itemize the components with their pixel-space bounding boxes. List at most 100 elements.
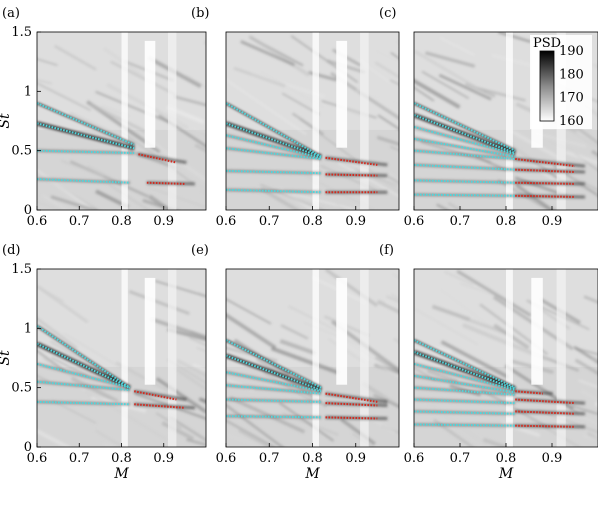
panel-label: (d) [2, 243, 20, 258]
x-axis-label: M [304, 466, 320, 482]
red-fit-line [133, 390, 177, 401]
x-tick-label: 0.6 [27, 451, 48, 466]
red-fit-line [515, 157, 576, 168]
colorbar-title: PSD [533, 36, 561, 51]
x-tick-label: 0.8 [302, 214, 323, 229]
cyan-fit-line [413, 125, 516, 156]
panel-label: (a) [2, 6, 20, 21]
x-tick-label: 0.6 [216, 214, 237, 229]
psd-background [226, 269, 399, 447]
cyan-fit-line [225, 371, 322, 393]
x-tick-label: 0.7 [259, 214, 280, 229]
red-fit-line [515, 398, 576, 405]
cyan-fit-line [36, 102, 135, 146]
y-tick-label: 1.5 [11, 25, 32, 40]
y-tick-label: 1 [24, 84, 32, 99]
x-tick-label: 0.6 [216, 451, 237, 466]
cyan-fit-line [225, 415, 322, 419]
cyan-fit-line [413, 398, 516, 405]
x-tick-label: 0.7 [69, 214, 90, 229]
cyan-fit-line [225, 354, 322, 391]
cyan-fit-line [36, 380, 131, 392]
cyan-fit-line [413, 114, 516, 154]
y-axis-label: St [0, 113, 13, 129]
cyan-fit-line [225, 169, 322, 175]
cyan-fit-line [413, 339, 516, 389]
y-tick-label: 1 [24, 321, 32, 336]
y-tick-label: 0 [24, 440, 32, 455]
red-fit-line [325, 416, 378, 420]
panel-f: 0.6 0.7 0.8 0.9 (f) M [379, 243, 598, 482]
cyan-fit-line [413, 386, 516, 396]
panel-label: (b) [191, 6, 209, 21]
cyan-fit-line [36, 400, 130, 406]
red-fit-line [134, 403, 185, 409]
panel-label: (e) [191, 243, 209, 258]
x-tick-label: 0.8 [496, 214, 517, 229]
panel-label: (f) [379, 243, 394, 258]
red-fit-line [515, 181, 576, 185]
x-tick-label: 0.8 [111, 214, 132, 229]
cyan-fit-line [36, 362, 131, 389]
colorbar-tick-label: 180 [559, 67, 584, 82]
red-fit-line [515, 410, 576, 415]
panel-e: 0.6 0.7 0.8 0.9 (e) M [191, 243, 400, 482]
x-tick-label: 0.6 [27, 214, 48, 229]
x-tick-label: 0.9 [542, 214, 563, 229]
x-tick-label: 0.6 [404, 214, 425, 229]
cyan-fit-line [413, 423, 516, 427]
cyan-fit-line [413, 374, 516, 394]
cyan-fit-line [225, 398, 322, 403]
cyan-fit-line [413, 193, 516, 197]
red-fit-line [325, 173, 378, 177]
x-tick-label: 0.7 [450, 451, 471, 466]
x-tick-label: 0.9 [153, 214, 174, 229]
colorbar-tick-label: 160 [559, 114, 584, 129]
cyan-fit-line [413, 163, 516, 171]
x-tick-label: 0.7 [259, 451, 280, 466]
cyan-fit-line [413, 137, 516, 158]
x-tick-label: 0.8 [111, 451, 132, 466]
x-tick-label: 0.7 [450, 214, 471, 229]
cyan-fit-line [413, 362, 516, 392]
panel-label: (c) [379, 6, 396, 21]
colorbar: PSD 160 170 180 190 [530, 35, 592, 129]
colorbar-tick-label: 190 [559, 44, 584, 59]
x-tick-label: 0.8 [496, 451, 517, 466]
red-fit-line [138, 153, 177, 164]
cyan-fit-line [225, 102, 322, 158]
x-tick-label: 0.8 [302, 451, 323, 466]
psd-background [414, 269, 598, 447]
panel-c: 0.6 0.7 0.8 0.9 (c) PSD 160 170 180 190 [379, 6, 598, 229]
y-axis-label: St [0, 350, 13, 366]
psd-background [226, 32, 399, 210]
x-tick-label: 0.6 [404, 451, 425, 466]
cyan-fit-line [413, 149, 516, 160]
cyan-fit-line [36, 342, 131, 389]
cyan-fit-line [36, 325, 131, 389]
red-fit-line [146, 181, 185, 185]
cyan-fit-line [225, 147, 322, 160]
psd-background [37, 32, 206, 210]
x-tick-label: 0.9 [345, 451, 366, 466]
cyan-fit-line [225, 384, 322, 395]
x-tick-label: 0.9 [542, 451, 563, 466]
x-axis-label: M [113, 466, 129, 482]
red-fit-line [325, 402, 378, 407]
cyan-fit-line [36, 178, 130, 184]
y-tick-label: 1.5 [11, 262, 32, 277]
cyan-fit-line [36, 149, 135, 155]
colorbar-tick-label: 170 [559, 91, 584, 106]
y-tick-label: 0 [24, 203, 32, 218]
cyan-fit-line [413, 179, 516, 184]
x-tick-label: 0.7 [69, 451, 90, 466]
y-tick-label: 0.5 [11, 381, 32, 396]
y-tick-label: 0.5 [11, 144, 32, 159]
panel-a: 0.6 0.7 0.8 0.9 0 0.5 1 1.5 (a) St [0, 6, 207, 229]
cyan-fit-line [413, 410, 516, 415]
red-fit-line [515, 424, 576, 428]
cyan-fit-line [413, 102, 516, 152]
panel-d: 0.6 0.7 0.8 0.9 0 0.5 1 1.5 (d) St M [0, 243, 207, 482]
red-fit-line [515, 168, 576, 174]
